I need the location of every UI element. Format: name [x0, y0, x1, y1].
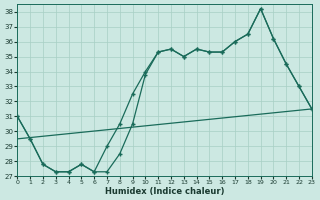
X-axis label: Humidex (Indice chaleur): Humidex (Indice chaleur) [105, 187, 224, 196]
